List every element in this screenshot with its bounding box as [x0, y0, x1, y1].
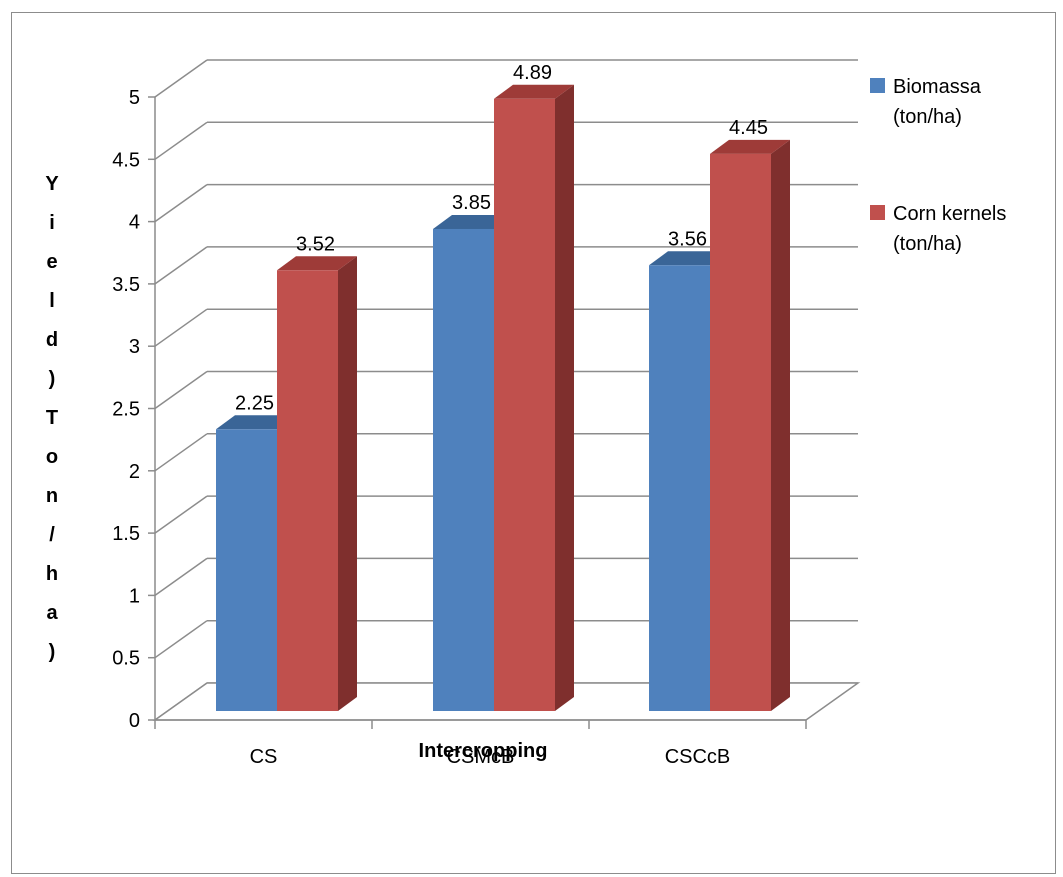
bar-top — [494, 84, 574, 99]
y-axis-title-char: / — [49, 524, 55, 546]
y-axis-title-char: Y — [45, 173, 59, 195]
bar — [494, 98, 555, 712]
bar-top — [433, 214, 513, 229]
category-label: CS — [250, 746, 278, 768]
y-tick-label: 2 — [129, 461, 140, 483]
legend-swatch — [870, 205, 885, 220]
y-tick-labels: 0 0.5 1 1.5 2 2.5 3 3.5 4 4.5 5 — [112, 87, 140, 732]
y-tick-label: 4.5 — [112, 149, 140, 171]
gridline-diagonal — [154, 433, 208, 472]
axes — [148, 96, 807, 729]
bar — [710, 153, 771, 712]
y-tick-label: 1 — [129, 585, 140, 607]
y-axis-title-char: h — [46, 563, 58, 585]
legend: Biomassa (ton/ha) Corn kernels (ton/ha) — [870, 76, 1006, 255]
y-axis-title-char: i — [49, 212, 55, 234]
category-label: CSMcB — [447, 746, 515, 768]
category-labels: CS CSMcB CSCcB — [250, 746, 731, 768]
y-axis-title-char: T — [46, 407, 58, 429]
gridline-diagonal — [154, 620, 208, 659]
y-axis-title-char: l — [49, 290, 55, 312]
gridline-diagonal — [154, 59, 208, 98]
y-axis-title-char: a — [46, 602, 58, 624]
y-tick-label: 0 — [129, 710, 140, 732]
y-tick-label: 4 — [129, 212, 140, 234]
bar — [277, 270, 338, 711]
bar-side — [338, 256, 357, 711]
bar — [216, 429, 277, 711]
bars — [216, 84, 790, 712]
y-axis-title-char: ) — [49, 368, 56, 390]
legend-label: Biomassa — [893, 76, 982, 98]
legend-label: (ton/ha) — [893, 106, 962, 128]
bar-top — [649, 251, 729, 266]
y-axis-title-char: ) — [49, 641, 56, 663]
y-tick-label: 2.5 — [112, 399, 140, 421]
y-tick-label: 1.5 — [112, 523, 140, 545]
gridline-diagonal — [154, 495, 208, 534]
data-label: 3.56 — [668, 228, 707, 250]
legend-label: Corn kernels — [893, 203, 1006, 225]
data-label: 4.45 — [729, 117, 768, 139]
y-tick-label: 3 — [129, 336, 140, 358]
bar-side — [771, 139, 790, 712]
bar — [433, 228, 494, 712]
data-label: 2.25 — [235, 392, 274, 414]
data-label: 3.52 — [296, 233, 335, 255]
bar-top — [277, 256, 357, 271]
y-axis-title-char: n — [46, 485, 58, 507]
gridline-diagonal — [154, 308, 208, 347]
y-axis-title-char: e — [46, 251, 57, 273]
category-label: CSCcB — [665, 746, 731, 768]
bar — [649, 265, 710, 711]
y-tick-label: 3.5 — [112, 274, 140, 296]
data-labels: 2.25 3.52 3.85 4.89 3.56 4.45 — [235, 62, 768, 415]
bar-top — [216, 415, 296, 430]
legend-swatch — [870, 78, 885, 93]
legend-label: (ton/ha) — [893, 233, 962, 255]
y-tick-label: 0.5 — [112, 648, 140, 670]
gridline-diagonal — [154, 183, 208, 223]
data-label: 4.89 — [513, 62, 552, 84]
bar-side — [555, 84, 574, 712]
y-axis-title-char: d — [46, 329, 58, 351]
gridline-diagonal — [154, 557, 208, 597]
gridline-diagonal — [154, 121, 208, 160]
y-axis-title-char: o — [46, 446, 58, 468]
gridline-diagonal — [154, 246, 208, 285]
data-label: 3.85 — [452, 192, 491, 214]
y-tick-label: 5 — [129, 87, 140, 109]
bar-top — [710, 139, 790, 154]
gridline-diagonal — [154, 370, 208, 410]
x-axis-title: Intercropping — [419, 740, 548, 762]
